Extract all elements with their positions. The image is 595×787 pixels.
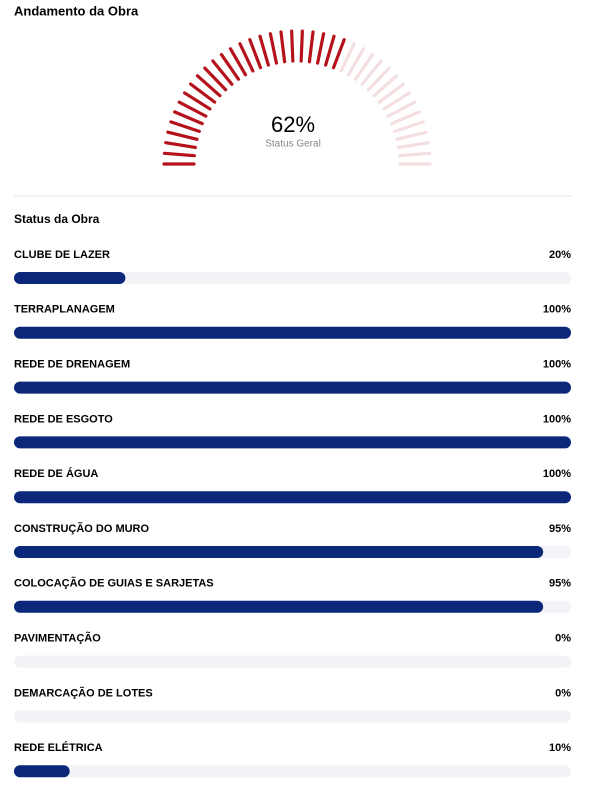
- item-value: 100%: [543, 304, 571, 316]
- item-label: CLUBE DE LAZER: [14, 249, 110, 261]
- gauge-tick: [219, 52, 241, 81]
- gauge-tick: [279, 30, 287, 64]
- gauge-tick: [372, 74, 399, 98]
- bar: [14, 546, 544, 558]
- item-value: 95%: [549, 523, 571, 535]
- item-value: 95%: [549, 578, 571, 590]
- bar: [14, 436, 571, 449]
- gauge-tick: [248, 38, 263, 70]
- gauge-tick: [397, 141, 430, 150]
- item-value: 0%: [555, 633, 571, 645]
- gauge-tick: [162, 151, 196, 158]
- gauge-tick: [331, 38, 346, 70]
- gauge-caption: Status Geral: [265, 139, 321, 150]
- gauge-tick: [346, 47, 366, 77]
- gauge-tick: [195, 74, 222, 98]
- gauge-track: [339, 42, 432, 166]
- gauge-tick: [173, 110, 204, 126]
- item-label: REDE ELÉTRICA: [14, 741, 103, 754]
- item-value: 10%: [549, 742, 571, 754]
- gauge-tick: [395, 130, 428, 141]
- item-label: DEMARCAÇÃO DE LOTES: [14, 686, 153, 699]
- gauge-tick: [164, 141, 197, 150]
- item-label: TERRAPLANAGEM: [14, 304, 115, 316]
- bar: [14, 491, 571, 504]
- gauge-tick: [258, 34, 270, 67]
- gauge-tick: [182, 91, 212, 111]
- gauge-tick: [316, 32, 326, 65]
- gauge-tick: [299, 29, 304, 63]
- bar: [14, 272, 126, 284]
- bar: [14, 765, 70, 778]
- bar-track: [14, 272, 571, 284]
- gauge-tick: [228, 47, 248, 77]
- section-title: Status da Obra: [14, 212, 100, 226]
- bar-track: [14, 655, 571, 668]
- item-label: REDE DE ESGOTO: [14, 413, 113, 425]
- gauge-tick: [390, 110, 421, 126]
- gauge-tick: [382, 91, 412, 111]
- item-value: 100%: [543, 468, 571, 480]
- bar: [14, 600, 544, 613]
- gauge-tick: [307, 30, 315, 64]
- item-value: 20%: [549, 249, 571, 261]
- bar: [14, 326, 571, 339]
- item-label: REDE DE DRENAGEM: [14, 359, 130, 371]
- gauge-tick: [189, 82, 217, 104]
- gauge-tick: [398, 151, 432, 158]
- gauge-tick: [339, 42, 356, 73]
- item-value: 100%: [543, 359, 571, 371]
- gauge-tick: [366, 66, 391, 92]
- gauge-tick: [377, 82, 405, 104]
- item-value: 100%: [543, 413, 571, 425]
- gauge-tick: [203, 66, 228, 92]
- gauge-tick: [324, 34, 336, 67]
- gauge-tick: [268, 32, 278, 65]
- gauge-tick: [166, 130, 199, 141]
- gauge-tick: [353, 52, 375, 81]
- gauge-tick: [211, 59, 234, 86]
- bar: [14, 381, 571, 394]
- gauge-tick: [386, 100, 417, 118]
- gauge-tick: [360, 59, 383, 86]
- gauge-tick: [169, 120, 201, 133]
- gauge-tick: [290, 29, 295, 63]
- bar-track: [14, 765, 571, 778]
- item-label: COLOCAÇÃO DE GUIAS E SARJETAS: [14, 577, 214, 590]
- item-label: CONSTRUÇÃO DO MURO: [14, 522, 149, 535]
- gauge-value: 62%: [271, 112, 315, 137]
- gauge: [162, 29, 432, 166]
- bar-track: [14, 710, 571, 723]
- title: Andamento da Obra: [14, 3, 139, 18]
- gauge-tick: [238, 42, 255, 73]
- item-label: PAVIMENTAÇÃO: [14, 632, 101, 645]
- gauge-tick: [177, 100, 208, 118]
- gauge-tick: [393, 120, 425, 133]
- item-value: 0%: [555, 687, 571, 699]
- item-label: REDE DE ÁGUA: [14, 467, 98, 480]
- gauge-active: [162, 29, 346, 166]
